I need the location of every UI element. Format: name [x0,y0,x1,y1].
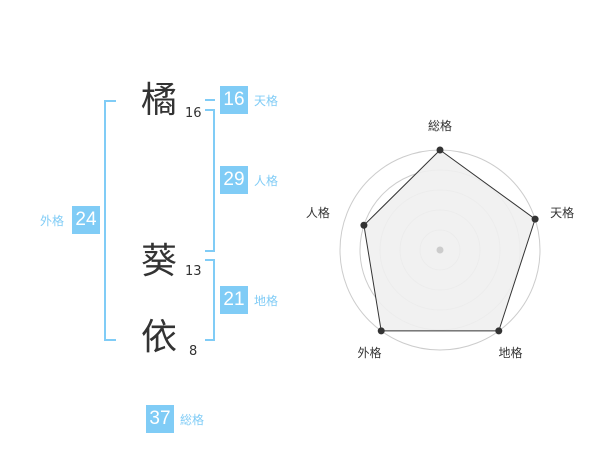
data-point [360,221,368,229]
name-char-2: 葵 [141,241,178,282]
tenkaku-label: 天格 [254,94,279,108]
axis-label: 人格 [306,205,330,220]
stroke-count-2: 13 [185,264,202,279]
tenkaku-connector [205,99,215,101]
data-point [377,327,385,335]
stroke-count-1: 16 [185,106,202,121]
gaikaku-label: 外格 [40,214,65,228]
stroke-count-3: 8 [189,344,198,359]
data-point [495,327,503,335]
radar-area [363,149,536,332]
axis-label: 総格 [428,118,452,133]
data-point [531,215,539,223]
soukaku-label: 総格 [180,413,205,427]
center-dot [436,246,444,254]
tenkaku-value: 16 [220,86,248,114]
jinkaku-label: 人格 [254,174,279,188]
name-char-3: 依 [141,317,178,358]
gaikaku-value: 24 [72,206,100,234]
jinkaku-value: 29 [220,166,248,194]
axis-label: 外格 [357,345,381,360]
axis-label: 地格 [499,345,523,360]
chikaku-value: 21 [220,286,248,314]
chikaku-label: 地格 [254,294,279,308]
name-char-1: 橘 [141,80,178,121]
chikaku-bracket [205,259,215,341]
axis-label: 天格 [550,205,574,220]
gaikaku-bracket [104,100,116,341]
soukaku-value: 37 [146,405,174,433]
data-point [436,146,444,154]
jinkaku-bracket [205,109,215,252]
